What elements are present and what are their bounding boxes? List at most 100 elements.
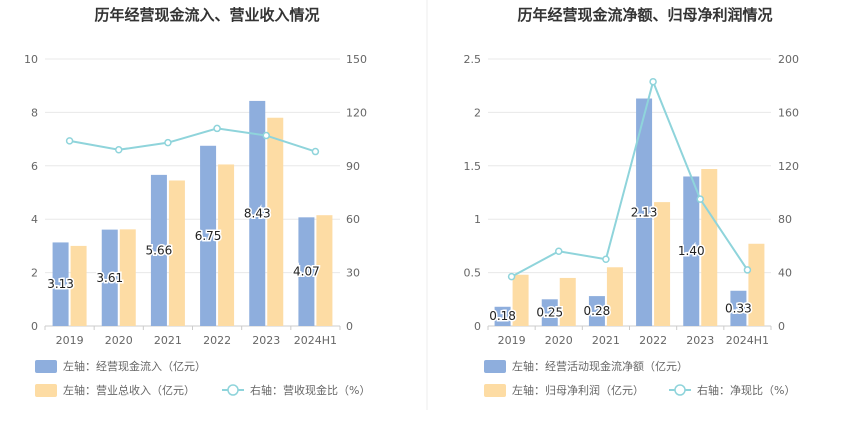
line-point <box>602 255 610 263</box>
bar-primary <box>541 299 558 326</box>
right-axis-tick-label: 0 <box>778 320 785 333</box>
legend-label: 左轴：经营活动现金流净额（亿元） <box>512 359 688 373</box>
x-axis-tick-label: 2024H1 <box>294 334 337 347</box>
legend-label: 左轴：营业总收入（亿元） <box>63 383 195 397</box>
line-point <box>555 247 563 255</box>
right-axis-tick-label: 30 <box>346 267 360 280</box>
right-axis-tick-label: 200 <box>778 53 799 66</box>
chart-title: 历年经营现金流入、营业收入情况 <box>94 6 319 24</box>
x-axis-tick-label: 2021 <box>592 334 620 347</box>
data-label: 4.07 <box>293 265 320 279</box>
left-axis-tick-label: 1.5 <box>464 160 482 173</box>
data-label: 0.28 <box>584 304 611 318</box>
bar-secondary <box>559 277 576 326</box>
data-label: 0.18 <box>489 309 516 323</box>
right-axis-tick-label: 120 <box>778 160 799 173</box>
bar-primary <box>730 290 747 326</box>
line-point <box>696 195 704 203</box>
legend-label: 右轴：净现比（%） <box>697 383 795 397</box>
x-axis-tick-label: 2021 <box>154 334 182 347</box>
line-series <box>69 127 316 153</box>
data-label: 3.61 <box>96 271 123 285</box>
x-axis-tick-label: 2023 <box>686 334 714 347</box>
left-axis-tick-label: 2 <box>474 106 481 119</box>
legend-label: 左轴：归母净利润（亿元） <box>512 383 644 397</box>
bar-primary <box>494 306 511 326</box>
legend-swatch <box>484 384 506 397</box>
bar-primary <box>52 242 69 326</box>
right-axis-tick-label: 150 <box>346 53 367 66</box>
bar-secondary <box>70 245 87 326</box>
bar-primary <box>101 229 118 326</box>
legend-swatch <box>35 384 57 397</box>
line-point <box>213 124 221 133</box>
data-label: 3.13 <box>47 277 74 291</box>
x-axis-tick-label: 2022 <box>203 334 231 347</box>
bar-secondary <box>119 229 136 326</box>
bar-primary <box>150 174 167 326</box>
bar-primary <box>298 217 315 326</box>
bar-primary <box>249 100 266 326</box>
bar-secondary <box>218 164 235 326</box>
data-label: 0.25 <box>536 306 563 320</box>
line-point <box>164 138 172 147</box>
bar-primary <box>683 176 700 326</box>
bar-secondary <box>748 243 765 326</box>
x-axis-tick-label: 2020 <box>105 334 133 347</box>
left-axis-tick-label: 8 <box>31 106 38 119</box>
bar-secondary <box>267 117 284 327</box>
legend-label: 右轴：营收现金比（%） <box>250 383 370 397</box>
left-axis-tick-label: 10 <box>24 53 38 66</box>
right-axis-tick-label: 0 <box>346 320 353 333</box>
x-axis-tick-label: 2023 <box>252 334 280 347</box>
left-axis-tick-label: 4 <box>31 213 38 226</box>
right-axis-tick-label: 160 <box>778 106 799 119</box>
chart-panel-cash-inflow-revenue: 历年经营现金流入、营业收入情况 0 2 4 6 8 10 0 30 60 90 120 150 2019 2… <box>24 6 370 397</box>
left-axis-tick-label: 1 <box>474 213 481 226</box>
bar-primary <box>200 145 217 326</box>
data-label: 0.33 <box>725 301 752 315</box>
data-label: 6.75 <box>195 229 222 243</box>
bar-secondary <box>168 180 185 326</box>
line-point <box>743 266 752 274</box>
data-label: 1.40 <box>678 244 705 258</box>
chart-panel-net-cash-flow-profit: 历年经营现金流净额、归母净利润情况 0 0.5 1 1.5 2 2.5 0 40 80 120 160… <box>464 6 799 397</box>
left-axis-tick-label: 2.5 <box>464 53 482 66</box>
bar-primary <box>636 98 653 327</box>
right-axis-tick-label: 80 <box>778 213 792 226</box>
legend-swatch <box>484 360 506 373</box>
bar-primary <box>588 296 605 326</box>
x-axis-tick-label: 2022 <box>639 334 667 347</box>
line-point <box>507 272 516 281</box>
x-axis-tick-label: 2020 <box>545 334 573 347</box>
chart-title: 历年经营现金流净额、归母净利润情况 <box>517 6 772 24</box>
line-point <box>311 147 320 156</box>
legend-label: 左轴：经营现金流入（亿元） <box>63 359 206 373</box>
line-point <box>65 137 74 145</box>
legend-swatch-marker <box>227 384 239 396</box>
right-axis-tick-label: 90 <box>346 160 360 173</box>
left-axis-tick-label: 0.5 <box>464 267 482 280</box>
data-label: 5.66 <box>146 243 173 257</box>
left-axis-tick-label: 2 <box>31 267 38 280</box>
bar-secondary <box>654 202 671 326</box>
data-label: 2.13 <box>631 205 658 219</box>
right-axis-tick-label: 120 <box>346 106 367 119</box>
right-axis-tick-label: 60 <box>346 213 360 226</box>
x-axis-tick-label: 2019 <box>498 334 526 347</box>
left-axis-tick-label: 6 <box>31 160 38 173</box>
line-point <box>115 146 123 154</box>
x-axis-tick-label: 2024H1 <box>726 334 769 347</box>
bar-secondary <box>316 215 333 326</box>
line-series <box>511 78 749 278</box>
bar-secondary <box>606 267 623 326</box>
legend-swatch <box>35 360 57 373</box>
left-axis-tick-label: 0 <box>474 320 481 333</box>
right-axis-tick-label: 40 <box>778 267 792 280</box>
line-point <box>262 131 270 140</box>
x-axis-tick-label: 2019 <box>56 334 84 347</box>
legend-swatch-marker <box>674 384 686 396</box>
data-label: 8.43 <box>244 206 271 220</box>
line-point <box>649 77 657 86</box>
